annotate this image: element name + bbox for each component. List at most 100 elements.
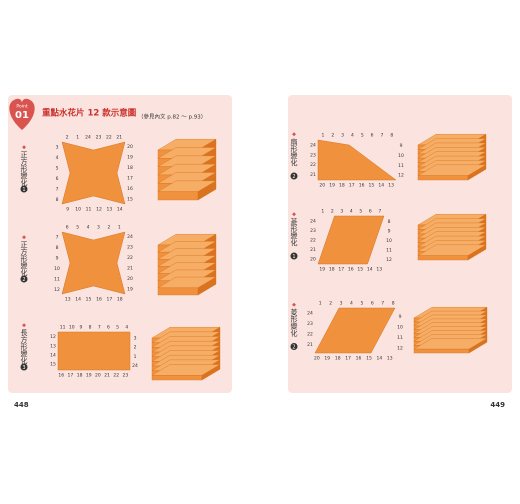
step-number: 20 — [95, 373, 101, 379]
step-number: 11 — [54, 276, 60, 282]
row-label: 菱形變化 — [290, 217, 298, 247]
step-number: 4 — [351, 133, 354, 139]
step-number: 6 — [56, 176, 59, 182]
step-number: 1 — [134, 354, 137, 360]
step-number: 7 — [56, 186, 59, 192]
step-number: 13 — [50, 343, 56, 349]
step-number: 20 — [314, 356, 320, 362]
step-number: 13 — [65, 297, 71, 303]
step-number: 21 — [127, 265, 133, 271]
block-slice-side — [468, 337, 488, 354]
bullet: ◆ — [292, 132, 296, 138]
badge-number: 01 — [15, 110, 29, 121]
step-number: 2 — [107, 225, 110, 231]
step-number: 11 — [386, 247, 392, 253]
step-number: 19 — [86, 373, 92, 379]
sequin-shape — [314, 307, 396, 354]
row-index: 3 — [22, 365, 25, 371]
step-number: 24 — [132, 363, 138, 369]
step-number: 7 — [381, 301, 384, 307]
step-number: 1 — [319, 301, 322, 307]
step-number: 14 — [377, 356, 383, 362]
step-number: 18 — [329, 267, 335, 273]
step-number: 22 — [310, 162, 316, 168]
badge-top: Point — [16, 104, 27, 110]
step-number: 23 — [96, 135, 102, 141]
step-number: 9 — [388, 228, 391, 234]
step-number: 24 — [127, 234, 133, 240]
step-number: 3 — [134, 335, 137, 341]
step-number: 9 — [79, 325, 82, 331]
row-label: 扇形變化 — [290, 137, 298, 167]
step-number: 1 — [321, 209, 324, 215]
step-number: 5 — [76, 225, 79, 231]
step-number: 21 — [310, 247, 316, 253]
step-number: 21 — [116, 135, 122, 141]
step-number: 24 — [307, 311, 313, 317]
step-number: 19 — [329, 183, 335, 189]
sequin-shape — [317, 215, 385, 265]
step-number: 6 — [369, 209, 372, 215]
step-number: 9 — [400, 143, 403, 149]
index-circle — [290, 252, 298, 260]
badge-shape — [9, 98, 35, 130]
step-number: 2 — [134, 345, 137, 351]
step-number: 24 — [310, 218, 316, 224]
step-number: 7 — [380, 133, 383, 139]
index-circle — [290, 172, 298, 180]
step-number: 17 — [345, 356, 351, 362]
step-number: 10 — [69, 325, 75, 331]
step-number: 8 — [89, 325, 92, 331]
step-number: 22 — [113, 373, 119, 379]
step-number: 11 — [397, 335, 403, 341]
step-number: 18 — [127, 165, 133, 171]
step-number: 23 — [127, 245, 133, 251]
step-number: 13 — [388, 183, 394, 189]
step-number: 20 — [310, 256, 316, 262]
step-number: 5 — [56, 166, 59, 172]
sequin-shape — [57, 331, 131, 371]
step-number: 12 — [386, 257, 392, 263]
step-number: 16 — [96, 297, 102, 303]
step-number: 1 — [321, 133, 324, 139]
step-number: 16 — [356, 356, 362, 362]
row-label: 正方形變化 — [20, 151, 28, 187]
step-number: 16 — [348, 267, 354, 273]
step-number: 17 — [127, 175, 133, 181]
step-number: 20 — [127, 276, 133, 282]
step-number: 17 — [338, 267, 344, 273]
step-number: 4 — [56, 155, 59, 161]
step-number: 7 — [56, 235, 59, 241]
step-number: 15 — [50, 362, 56, 368]
step-number: 5 — [360, 301, 363, 307]
step-number: 15 — [366, 356, 372, 362]
row-index: 2 — [292, 345, 295, 351]
step-number: 17 — [349, 183, 355, 189]
step-number: 14 — [378, 183, 384, 189]
block-slice-side — [467, 244, 487, 261]
step-number: 21 — [307, 342, 313, 348]
block-slice-front — [157, 287, 199, 296]
step-number: 14 — [117, 207, 123, 213]
step-number: 19 — [324, 356, 330, 362]
bullet: ◆ — [22, 235, 26, 241]
step-number: 5 — [361, 133, 364, 139]
step-number: 4 — [350, 209, 353, 215]
step-number: 7 — [378, 209, 381, 215]
step-number: 16 — [127, 186, 133, 192]
step-number: 10 — [398, 153, 404, 159]
step-number: 15 — [86, 297, 92, 303]
step-number: 5 — [116, 325, 119, 331]
step-number: 2 — [331, 133, 334, 139]
step-number: 10 — [75, 207, 81, 213]
page-number: 448 — [14, 401, 29, 409]
step-number: 21 — [310, 172, 316, 178]
bullet: ◆ — [22, 323, 26, 329]
step-number: 12 — [96, 207, 102, 213]
step-number: 15 — [357, 267, 363, 273]
step-number: 17 — [107, 297, 113, 303]
step-number: 1 — [118, 225, 121, 231]
step-number: 12 — [54, 287, 60, 293]
index-circle — [20, 275, 28, 283]
step-number: 21 — [104, 373, 110, 379]
